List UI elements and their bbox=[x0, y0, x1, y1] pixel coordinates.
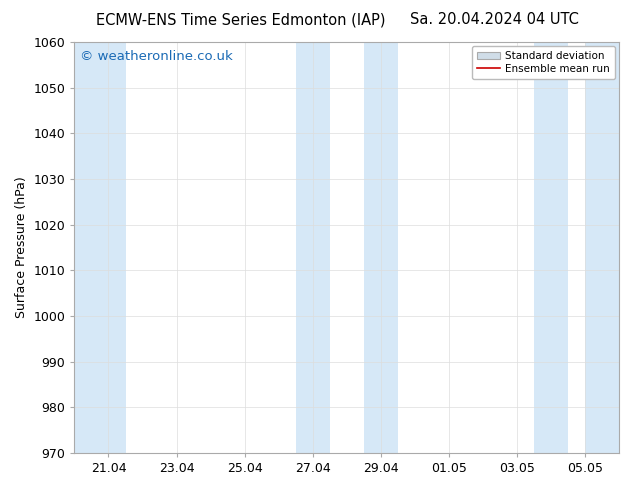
Bar bbox=[295, 42, 330, 453]
Bar bbox=[74, 42, 126, 453]
Y-axis label: Surface Pressure (hPa): Surface Pressure (hPa) bbox=[15, 176, 28, 318]
Text: ECMW-ENS Time Series Edmonton (IAP): ECMW-ENS Time Series Edmonton (IAP) bbox=[96, 12, 385, 27]
Text: © weatheronline.co.uk: © weatheronline.co.uk bbox=[80, 50, 233, 63]
Text: Sa. 20.04.2024 04 UTC: Sa. 20.04.2024 04 UTC bbox=[410, 12, 579, 27]
Bar bbox=[585, 42, 619, 453]
Bar bbox=[534, 42, 568, 453]
Bar bbox=[364, 42, 398, 453]
Legend: Standard deviation, Ensemble mean run: Standard deviation, Ensemble mean run bbox=[472, 46, 615, 79]
